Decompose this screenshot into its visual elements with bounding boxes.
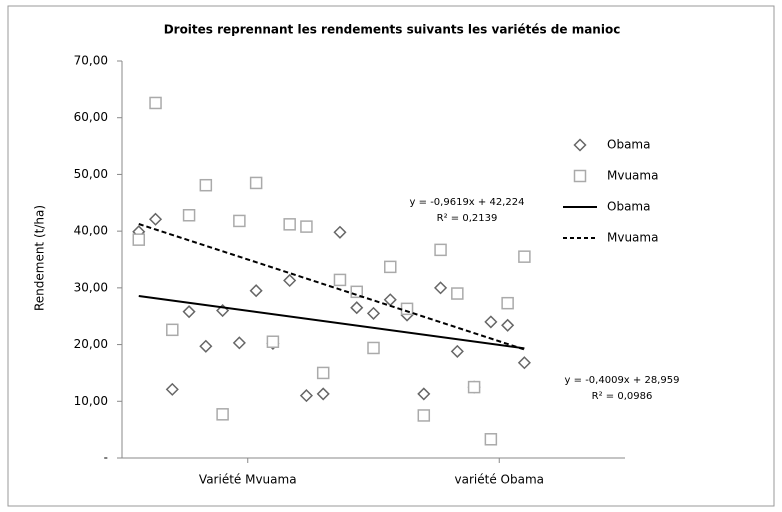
point (434, 281, 448, 295)
point (350, 301, 364, 315)
point (501, 296, 514, 310)
legend-marker (573, 169, 587, 183)
x-tick-label: Variété Mvuama (199, 473, 297, 487)
point (132, 233, 146, 246)
point (384, 260, 397, 274)
point (149, 96, 162, 110)
point (283, 273, 297, 288)
y-tick-label: - (104, 451, 108, 465)
point (333, 225, 347, 239)
point (232, 336, 246, 350)
y-tick-label: 30,00 (74, 280, 108, 294)
point (199, 178, 213, 192)
point (417, 409, 431, 422)
equation: y = -0,4009x + 28,959 (565, 375, 680, 386)
point (316, 387, 330, 401)
x-tick-label: variété Obama (455, 473, 544, 487)
point (266, 335, 280, 348)
point (165, 382, 179, 396)
point (166, 323, 179, 337)
legend-marker (573, 138, 587, 152)
point (333, 273, 347, 287)
point (283, 218, 296, 231)
point (216, 408, 229, 421)
point (467, 380, 481, 394)
y-tick-label: 20,00 (74, 337, 108, 351)
equation: y = -0,9619x + 42,224 (410, 197, 525, 208)
point (501, 318, 515, 332)
point (451, 287, 464, 300)
point (316, 366, 330, 380)
point (367, 341, 380, 355)
chart-title: Droites reprennant les rendements suivan… (164, 23, 621, 37)
point (199, 339, 213, 353)
point (518, 250, 531, 263)
y-tick-label: 50,00 (74, 167, 108, 181)
point (366, 306, 381, 320)
point (249, 284, 263, 298)
y-tick-label: 10,00 (74, 394, 108, 408)
r-squared: R² = 0,0986 (592, 391, 653, 402)
point (434, 243, 447, 257)
point (182, 209, 196, 222)
legend-label: Mvuama (607, 231, 658, 245)
point (182, 305, 196, 319)
legend-label: Obama (607, 200, 650, 214)
r-squared: R² = 0,2139 (437, 213, 498, 224)
point (300, 220, 313, 233)
point (233, 214, 246, 228)
y-axis-label: Rendement (t/ha) (33, 205, 47, 311)
y-tick-label: 40,00 (74, 224, 108, 238)
point (350, 285, 363, 299)
y-tick-label: 60,00 (74, 110, 108, 124)
point (148, 212, 163, 226)
trend-line (138, 223, 525, 351)
point (299, 389, 313, 403)
point (484, 315, 498, 329)
point (400, 302, 414, 316)
y-tick-label: 70,00 (74, 54, 108, 68)
legend-label: Obama (607, 138, 650, 152)
point (450, 344, 464, 358)
point (417, 387, 431, 401)
point (484, 433, 498, 446)
trend-line (138, 295, 525, 350)
point (249, 176, 263, 190)
legend-label: Mvuama (607, 169, 658, 183)
chart-border (7, 5, 775, 507)
point (517, 356, 531, 370)
